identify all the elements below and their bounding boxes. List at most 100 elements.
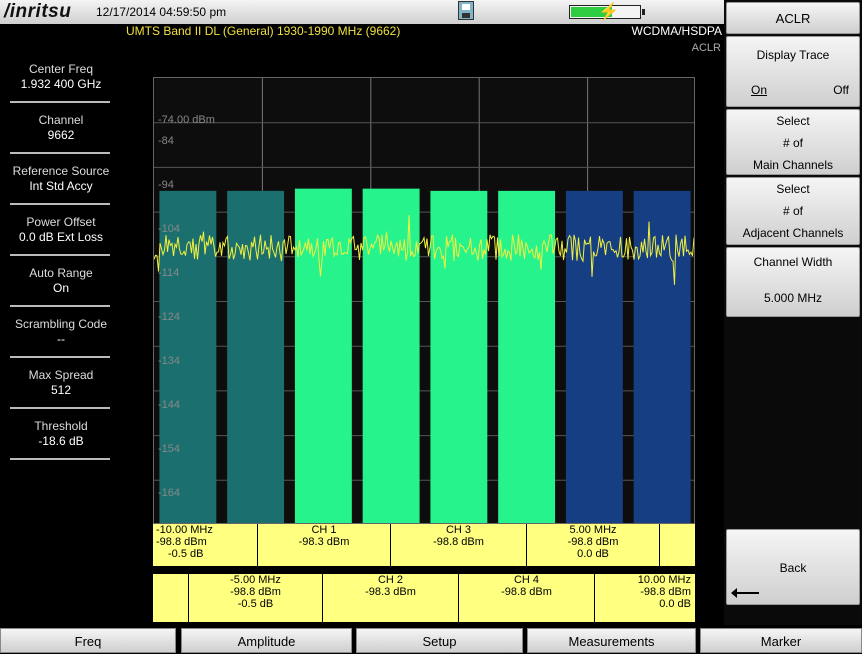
tab-amplitude[interactable]: Amplitude	[181, 628, 352, 653]
divider	[10, 356, 110, 358]
softkey-value: 5.000 MHz	[763, 291, 823, 305]
channel-name: 10.00 MHz	[637, 574, 691, 586]
divider	[10, 152, 110, 154]
result-cell: CH 3 -98.8 dBm	[391, 524, 527, 566]
noise-trace	[154, 215, 694, 285]
channel-power: -98.3 dBm	[298, 536, 350, 548]
channel-name: CH 4	[513, 574, 540, 586]
channel-name: CH 1	[311, 524, 337, 536]
channel-power: -98.8 dBm	[156, 536, 207, 548]
charging-bolt-icon: ⚡	[598, 2, 620, 21]
aclr-plot[interactable]: -74.00 dBm -84 -94 -104 -114 -124 -134 -…	[153, 77, 695, 524]
param-value: 0.0 dB Ext Loss	[18, 230, 104, 244]
channel-power: -98.8 dBm	[230, 586, 281, 598]
param-channel: Channel 9662	[0, 113, 122, 164]
back-arrow-icon	[731, 588, 759, 598]
channel-power: -98.3 dBm	[365, 586, 416, 598]
channel-power-bar	[362, 188, 420, 523]
divider	[10, 203, 110, 205]
anritsu-logo: /inritsu	[4, 1, 72, 22]
param-value: 512	[50, 383, 72, 397]
softkey-label: Back	[779, 561, 807, 575]
divider	[10, 458, 110, 460]
softkey-label: Adjacent Channels	[742, 226, 844, 240]
param-center-freq: Center Freq 1.932 400 GHz	[0, 62, 122, 113]
y-tick-label: -94	[158, 179, 174, 191]
battery-icon: ⚡	[569, 2, 645, 21]
channel-name: -10.00 MHz	[156, 524, 213, 536]
tab-setup[interactable]: Setup	[356, 628, 523, 653]
menu-title: ACLR	[726, 2, 860, 34]
tab-marker[interactable]: Marker	[700, 628, 862, 653]
param-value: -18.6 dB	[38, 434, 84, 448]
channel-name: CH 3	[445, 524, 472, 536]
param-label: Center Freq	[28, 62, 94, 76]
option-on[interactable]: On	[751, 83, 768, 97]
result-cell: CH 2 -98.3 dBm	[323, 574, 459, 622]
result-cell: 5.00 MHz -98.8 dBm 0.0 dB	[527, 524, 660, 566]
param-value: --	[57, 332, 65, 346]
softkey-label: Select	[776, 182, 810, 196]
param-label: Threshold	[34, 419, 88, 433]
softkey-label: # of	[782, 204, 803, 218]
channel-relative: -0.5 dB	[237, 598, 274, 610]
param-scrambling-code: Scrambling Code --	[0, 317, 122, 368]
result-cell: -10.00 MHz -98.8 dBm -0.5 dB	[153, 524, 258, 566]
save-disk-icon[interactable]	[458, 1, 474, 20]
select-main-channels-button[interactable]: Select # of Main Channels	[726, 109, 860, 175]
param-label: Power Offset	[26, 215, 96, 229]
param-label: Reference Source	[12, 164, 110, 178]
y-tick-label: -84	[158, 135, 174, 147]
display-trace-button[interactable]: Display Trace On Off	[726, 36, 860, 107]
results-row-1: -10.00 MHz -98.8 dBm -0.5 dB CH 1 -98.3 …	[153, 524, 695, 566]
tab-measurements[interactable]: Measurements	[527, 628, 696, 653]
param-label: Channel	[38, 113, 84, 127]
result-cell: CH 4 -98.8 dBm	[459, 574, 595, 622]
signal-standard: UMTS Band II DL (General) 1930-1990 MHz …	[126, 24, 401, 38]
softkey-label: Channel Width	[753, 255, 833, 269]
softkey-label: # of	[782, 136, 803, 150]
param-label: Auto Range	[29, 266, 93, 280]
channel-power-bar	[565, 190, 623, 523]
divider	[10, 305, 110, 307]
status-bar: /inritsu 12/17/2014 04:59:50 pm ⚡	[0, 0, 724, 24]
channel-name: CH 2	[377, 574, 404, 586]
y-tick-label: -164	[158, 487, 181, 499]
channel-power: -98.8 dBm	[640, 586, 691, 598]
param-label: Scrambling Code	[14, 317, 108, 331]
divider	[10, 407, 110, 409]
measurement-name: ACLR	[691, 42, 721, 54]
aclr-chart	[154, 78, 694, 523]
softkey-label: Select	[776, 114, 810, 128]
param-power-offset: Power Offset 0.0 dB Ext Loss	[0, 215, 122, 266]
option-off[interactable]: Off	[833, 83, 849, 97]
results-row-2: -5.00 MHz -98.8 dBm -0.5 dB CH 2 -98.3 d…	[153, 574, 695, 622]
battery-level	[571, 7, 612, 17]
channel-power: -98.8 dBm	[433, 536, 484, 548]
y-tick-label: -124	[158, 311, 181, 323]
channel-power-bar	[430, 190, 488, 523]
channel-relative: 0.0 dB	[577, 548, 609, 560]
channel-power-bar	[294, 188, 352, 523]
channel-width-button[interactable]: Channel Width 5.000 MHz	[726, 247, 860, 317]
main-menu-bar: Freq Amplitude Setup Measurements Marker	[0, 628, 862, 653]
result-cell: -5.00 MHz -98.8 dBm -0.5 dB	[189, 574, 323, 622]
channel-relative: 0.0 dB	[659, 598, 691, 610]
y-tick-label: -114	[158, 267, 180, 279]
param-label: Max Spread	[28, 368, 94, 382]
param-threshold: Threshold -18.6 dB	[0, 419, 122, 470]
result-cell-empty	[153, 574, 189, 622]
back-button[interactable]: Back	[726, 529, 860, 605]
tab-freq[interactable]: Freq	[0, 628, 176, 653]
param-value: 1.932 400 GHz	[20, 77, 102, 91]
channel-name: -5.00 MHz	[230, 574, 281, 586]
measurement-mode: WCDMA/HSDPA	[631, 24, 722, 38]
channel-power-bar	[227, 190, 285, 523]
param-max-spread: Max Spread 512	[0, 368, 122, 419]
select-adjacent-channels-button[interactable]: Select # of Adjacent Channels	[726, 177, 860, 245]
datetime: 12/17/2014 04:59:50 pm	[96, 5, 227, 19]
channel-power-bar	[159, 190, 217, 523]
ref-level-label: -74.00 dBm	[158, 114, 215, 126]
channel-power-bar	[498, 190, 556, 523]
y-tick-label: -134	[158, 355, 181, 367]
